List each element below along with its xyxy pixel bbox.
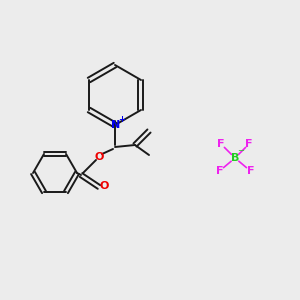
Text: F: F bbox=[247, 166, 254, 176]
Text: O: O bbox=[99, 181, 109, 191]
Text: O: O bbox=[94, 152, 104, 162]
Text: B: B bbox=[231, 153, 239, 163]
Text: −: − bbox=[238, 146, 244, 155]
Text: F: F bbox=[245, 139, 253, 149]
Text: +: + bbox=[118, 115, 125, 124]
Text: F: F bbox=[217, 139, 225, 149]
Text: N: N bbox=[111, 120, 121, 130]
Text: F: F bbox=[216, 166, 224, 176]
